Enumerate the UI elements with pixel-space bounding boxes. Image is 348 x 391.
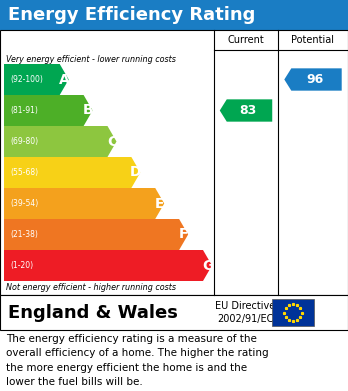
Polygon shape <box>4 126 117 157</box>
Text: (92-100): (92-100) <box>10 75 43 84</box>
Polygon shape <box>4 219 188 250</box>
Text: F: F <box>179 228 188 242</box>
Text: D: D <box>130 165 142 179</box>
Polygon shape <box>4 250 212 281</box>
Polygon shape <box>4 157 140 188</box>
Text: (55-68): (55-68) <box>10 168 38 177</box>
Text: The energy efficiency rating is a measure of the
overall efficiency of a home. T: The energy efficiency rating is a measur… <box>6 334 269 387</box>
Text: C: C <box>107 135 117 149</box>
Bar <box>0 30 348 295</box>
Text: (69-80): (69-80) <box>10 137 38 146</box>
Text: G: G <box>202 258 213 273</box>
Polygon shape <box>4 188 164 219</box>
Bar <box>0 295 348 330</box>
Text: Not energy efficient - higher running costs: Not energy efficient - higher running co… <box>6 283 176 292</box>
Text: EU Directive
2002/91/EC: EU Directive 2002/91/EC <box>215 301 275 324</box>
Polygon shape <box>284 68 342 91</box>
Polygon shape <box>4 64 69 95</box>
Text: (81-91): (81-91) <box>10 106 38 115</box>
Text: Very energy efficient - lower running costs: Very energy efficient - lower running co… <box>6 54 176 63</box>
Polygon shape <box>4 95 93 126</box>
Text: England & Wales: England & Wales <box>8 303 178 321</box>
Text: B: B <box>83 104 93 118</box>
Polygon shape <box>220 99 272 122</box>
Text: Current: Current <box>228 35 264 45</box>
Text: (39-54): (39-54) <box>10 199 38 208</box>
Text: 96: 96 <box>307 73 324 86</box>
Text: 83: 83 <box>239 104 257 117</box>
Bar <box>0 0 348 30</box>
Text: A: A <box>59 72 70 86</box>
Text: Potential: Potential <box>292 35 334 45</box>
Bar <box>272 299 314 326</box>
Text: E: E <box>155 197 165 210</box>
Text: (21-38): (21-38) <box>10 230 38 239</box>
Text: Energy Efficiency Rating: Energy Efficiency Rating <box>8 6 255 24</box>
Text: (1-20): (1-20) <box>10 261 33 270</box>
